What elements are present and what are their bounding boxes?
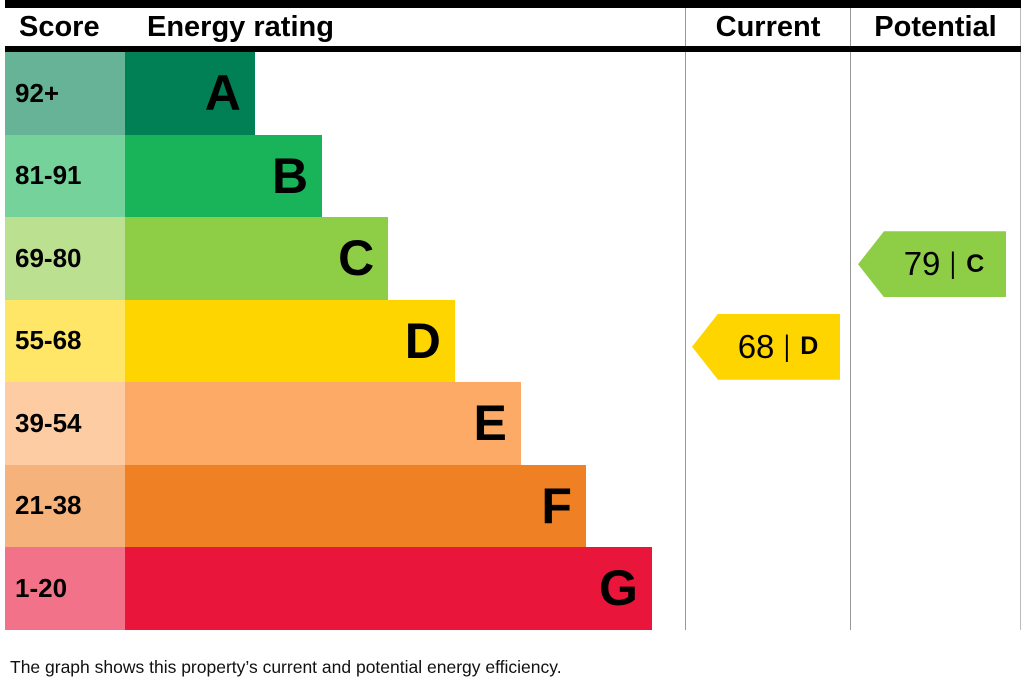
score-label: 55-68 xyxy=(5,299,125,382)
current-rating-arrow: 68 | D xyxy=(692,313,840,380)
score-label: 92+ xyxy=(5,52,125,135)
band-letter: D xyxy=(404,312,441,369)
potential-letter: C xyxy=(966,249,985,278)
rating-bar-g: G xyxy=(125,547,652,630)
band-letter: E xyxy=(473,395,507,452)
potential-rating-arrow: 79 | C xyxy=(858,231,1006,298)
band-row-d: 55-68 D xyxy=(5,299,1021,382)
potential-column-cell xyxy=(850,134,1021,217)
header-potential: Potential xyxy=(850,8,1021,46)
chart-caption: The graph shows this property’s current … xyxy=(10,656,562,677)
band-row-a: 92+ A xyxy=(5,52,1021,135)
bar-area: G xyxy=(125,547,685,630)
bar-area: E xyxy=(125,382,685,465)
rating-bar-a: A xyxy=(125,52,255,135)
potential-column-cell xyxy=(850,547,1021,630)
bar-area: B xyxy=(125,134,685,217)
header-energy-rating: Energy rating xyxy=(147,10,334,43)
score-label: 39-54 xyxy=(5,382,125,465)
band-letter: B xyxy=(272,147,309,204)
potential-column-cell xyxy=(850,299,1021,382)
band-row-c: 69-80 C xyxy=(5,217,1021,300)
current-column-cell xyxy=(685,52,850,135)
bar-area: C xyxy=(125,217,685,300)
band-letter: F xyxy=(541,477,572,534)
bar-area: F xyxy=(125,464,685,547)
chart-header-row: Score Energy rating Current Potential xyxy=(5,8,1021,52)
band-letter: G xyxy=(599,560,638,617)
band-letter: A xyxy=(204,65,241,122)
bar-area: A xyxy=(125,52,685,135)
rating-bar-b: B xyxy=(125,134,323,217)
potential-column-cell xyxy=(850,464,1021,547)
potential-column-cell xyxy=(850,52,1021,135)
band-row-b: 81-91 B xyxy=(5,134,1021,217)
epc-chart: Score Energy rating Current Potential 92… xyxy=(5,0,1021,630)
score-label: 1-20 xyxy=(5,547,125,630)
rating-bar-c: C xyxy=(125,217,389,300)
current-column-cell xyxy=(685,382,850,465)
rating-bar-e: E xyxy=(125,382,521,465)
score-label: 81-91 xyxy=(5,134,125,217)
potential-column-cell xyxy=(850,382,1021,465)
rating-bar-f: F xyxy=(125,464,586,547)
band-letter: C xyxy=(338,230,375,287)
current-letter: D xyxy=(800,332,819,361)
header-current: Current xyxy=(685,8,850,46)
potential-divider: | xyxy=(950,247,957,281)
score-label: 69-80 xyxy=(5,217,125,300)
current-column-cell xyxy=(685,464,850,547)
current-divider: | xyxy=(784,329,791,363)
score-label: 21-38 xyxy=(5,464,125,547)
current-column-cell xyxy=(685,134,850,217)
rating-bar-d: D xyxy=(125,299,455,382)
band-row-e: 39-54 E xyxy=(5,382,1021,465)
potential-column-cell xyxy=(850,217,1021,300)
bar-area: D xyxy=(125,299,685,382)
current-column-cell xyxy=(685,547,850,630)
current-column-cell xyxy=(685,299,850,382)
current-value: 68 xyxy=(737,327,775,365)
header-score: Score xyxy=(19,10,100,43)
potential-value: 79 xyxy=(903,245,941,283)
band-row-f: 21-38 F xyxy=(5,464,1021,547)
band-row-g: 1-20 G xyxy=(5,547,1021,630)
current-column-cell xyxy=(685,217,850,300)
